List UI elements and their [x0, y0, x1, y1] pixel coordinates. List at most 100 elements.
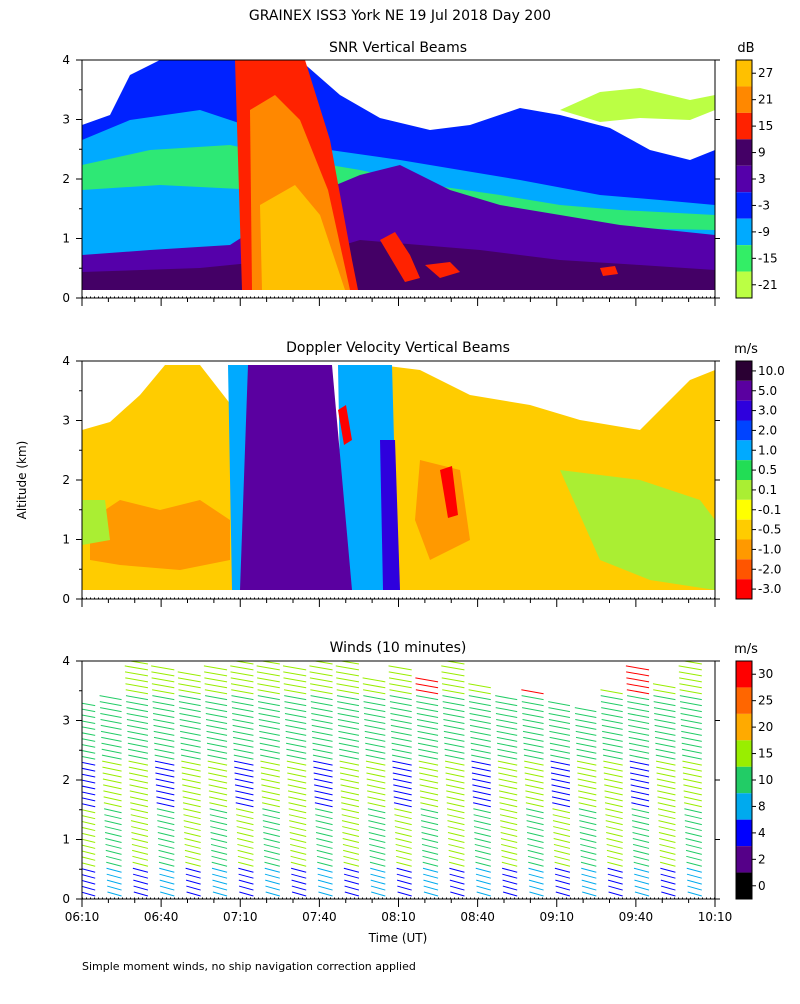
wind-barb	[659, 843, 676, 849]
wind-barb	[630, 778, 650, 784]
wind-barb	[396, 855, 412, 861]
wind-barb	[186, 891, 201, 897]
wind-barb	[527, 855, 544, 861]
wind-barb	[497, 760, 518, 766]
wind-barb	[683, 784, 702, 790]
wind-barb	[154, 754, 175, 760]
wind-barb	[287, 772, 307, 778]
snr-colorbar-swatch	[736, 165, 752, 193]
wind-barb	[553, 826, 571, 832]
wind-barb	[602, 742, 623, 748]
wind-barb	[502, 873, 518, 879]
wind-barb	[549, 742, 571, 748]
wind-barb	[233, 760, 254, 766]
wind-barb	[185, 879, 201, 885]
wind-barb	[312, 742, 333, 748]
wind-y-tick-label: 4	[62, 654, 70, 668]
wind-barb	[314, 796, 333, 802]
wind-barb	[602, 736, 623, 742]
wind-barb	[309, 671, 333, 677]
wind-barb	[312, 661, 333, 665]
wind-barb	[125, 677, 149, 683]
wind-barb	[418, 748, 439, 754]
wind-barb	[442, 689, 465, 695]
snr-dark-core	[82, 165, 715, 290]
wind-barb	[210, 837, 228, 843]
wind-barb	[338, 661, 360, 665]
wind-barb	[601, 713, 623, 719]
wind-barb	[446, 796, 465, 802]
wind-barb	[501, 867, 518, 873]
wind-barb	[521, 701, 544, 707]
wind-barb	[180, 754, 201, 760]
wind-barb	[371, 891, 386, 897]
wind-y-tick-label: 3	[62, 714, 70, 728]
wind-barb	[155, 766, 175, 772]
wind-barb	[575, 730, 597, 736]
wind-barb	[239, 891, 254, 897]
wind-barb	[310, 689, 333, 695]
wind-barb	[608, 885, 623, 891]
wind-barb	[682, 754, 702, 760]
wind-barb	[82, 779, 96, 784]
wind-barb	[681, 748, 702, 754]
wind-barb	[182, 796, 201, 802]
wind-barb	[260, 754, 280, 760]
wind-barb	[342, 832, 360, 838]
wind-barb	[497, 766, 518, 772]
wind-barb	[159, 879, 175, 885]
wind-barb	[634, 873, 650, 879]
wind-barb	[603, 766, 623, 772]
snr-panel: SNR Vertical Beams 0 1 2 3 4 dB 27 21 15 9 3 -3 -9 -…	[62, 40, 778, 306]
wind-barb	[529, 885, 544, 891]
wind-barb	[132, 861, 149, 867]
wind-barb	[470, 748, 491, 754]
wind-barb	[604, 784, 623, 790]
wind-barb	[579, 826, 597, 832]
wind-barb	[230, 654, 254, 658]
wind-barb	[685, 843, 702, 849]
wind-barb	[472, 790, 491, 796]
wind-barb	[343, 873, 360, 879]
wind-barb	[288, 802, 307, 808]
wind-barb	[336, 683, 360, 689]
dop-colorbar-label: -2.0	[758, 562, 781, 576]
wind-barb	[656, 766, 676, 772]
wind-barb	[82, 821, 96, 826]
wind-barb	[290, 843, 307, 849]
wind-barb	[634, 891, 650, 897]
wind-barb	[313, 772, 333, 778]
wind-barb	[335, 671, 360, 677]
wind-barb	[420, 796, 439, 802]
wind-barb	[655, 754, 676, 760]
wind-barb	[658, 826, 676, 832]
wind-barb	[552, 814, 571, 820]
wind-barb	[631, 820, 650, 826]
wind-barb	[445, 784, 465, 790]
wind-barb	[602, 748, 623, 754]
wind-barb	[129, 796, 149, 802]
wind-barb	[396, 879, 412, 885]
wind-barb	[525, 808, 544, 814]
wind-barb	[185, 873, 201, 879]
wind-barb	[103, 796, 122, 802]
x-tick-label: 07:40	[302, 910, 337, 924]
wind-barb	[336, 689, 360, 695]
wind-barb	[419, 778, 439, 784]
wind-barb	[551, 790, 571, 796]
wind-barb	[684, 808, 702, 814]
wind-barb	[498, 772, 518, 778]
wind-barb	[554, 873, 571, 879]
wind-barb	[317, 867, 333, 873]
dop-colorbar-swatch	[736, 380, 752, 401]
wind-barb	[552, 802, 571, 808]
wind-barb	[575, 736, 597, 742]
wind-barb	[497, 748, 518, 754]
wind-barb	[234, 766, 254, 772]
wind-barb	[315, 814, 333, 820]
wind-barb	[82, 732, 96, 736]
wind-barb	[684, 814, 702, 820]
wind-barb	[263, 837, 280, 843]
wind-barb	[554, 861, 571, 867]
wind-barb	[660, 861, 676, 867]
